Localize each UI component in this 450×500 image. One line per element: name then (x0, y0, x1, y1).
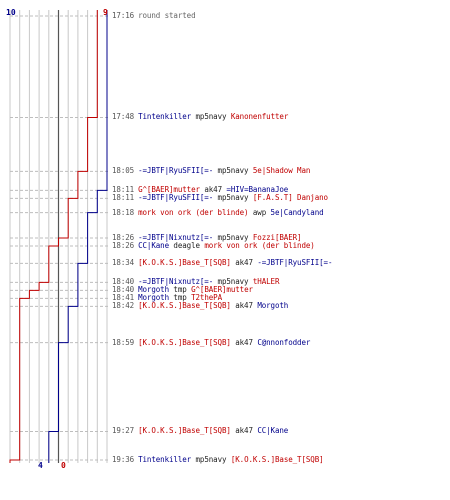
event-time: 18:11 (112, 185, 135, 195)
weapon-name: mp5navy (191, 455, 231, 464)
event-row: 19:36 Tintenkiller mp5navy [K.O.K.S.]Base… (112, 455, 324, 464)
event-row: 18:40 -=JBTF|Nixnutz[=- mp5navy tHALER (112, 277, 279, 286)
red-team-alive-line (9, 10, 98, 463)
killer-name: -=JBTF|RyuSFII[=- (138, 166, 214, 176)
event-time: 19:36 (112, 455, 135, 464)
event-text: round started (138, 11, 196, 20)
killer-name: [K.O.K.S.]Base_T[SQB] (138, 258, 231, 268)
weapon-name: mp5navy (213, 233, 253, 242)
killer-name: mork von ork (der blinde) (138, 207, 249, 217)
victim-name: 5e|Shadow Man (252, 166, 311, 176)
weapon-name: awp (248, 207, 271, 217)
weapon-name: tmp (169, 293, 192, 303)
event-row: 18:41 Morgoth tmp T2thePA (112, 293, 222, 302)
killer-name: Tintenkiller (138, 455, 192, 464)
killer-name: Tintenkiller (138, 112, 192, 122)
event-time: 18:40 (112, 277, 135, 287)
red-start-count: 9 (103, 8, 108, 17)
event-row: 18:05 -=JBTF|RyuSFII[=- mp5navy 5e|Shadow… (112, 166, 310, 175)
killer-name: -=JBTF|RyuSFII[=- (138, 193, 214, 203)
victim-name: Fozzi[BAER] (252, 233, 302, 242)
event-time: 18:34 (112, 258, 135, 268)
weapon-name: mp5navy (213, 193, 253, 203)
blue-team-alive-line (48, 10, 108, 463)
event-row: 18:59 [K.O.K.S.]Base_T[SQB] ak47 C@nnonfo… (112, 338, 310, 347)
event-time: 18:18 (112, 207, 135, 217)
weapon-name: mp5navy (213, 166, 253, 176)
weapon-name: ak47 (230, 301, 258, 311)
victim-name: tHALER (252, 277, 280, 287)
event-time: 19:27 (112, 426, 135, 436)
event-row: 17:48 Tintenkiller mp5navy Kanonenfutter (112, 112, 288, 121)
weapon-name: mp5navy (191, 112, 231, 122)
event-time: 18:59 (112, 337, 135, 347)
killer-name: G^[BAER]mutter (138, 185, 200, 195)
victim-name: T2thePA (191, 293, 222, 303)
weapon-name: ak47 (230, 337, 258, 347)
victim-name: [K.O.K.S.]Base_T[SQB] (230, 455, 324, 464)
killer-name: CC|Kane (138, 241, 169, 250)
event-time: 18:26 (112, 233, 135, 242)
victim-name: Morgoth (257, 301, 289, 311)
weapon-name: ak47 (230, 426, 258, 436)
killer-name: [K.O.K.S.]Base_T[SQB] (138, 337, 231, 347)
event-time: 18:42 (112, 301, 135, 311)
victim-name: Kanonenfutter (230, 112, 289, 122)
victim-name: mork von ork (der blinde) (204, 241, 315, 250)
event-row: 18:40 Morgoth tmp G^[BAER]mutter (112, 285, 253, 294)
event-row: 18:26 -=JBTF|Nixnutz[=- mp5navy Fozzi[BAE… (112, 233, 302, 242)
event-row: 18:26 CC|Kane deagle mork von ork (der bl… (112, 241, 315, 250)
event-row: 18:11 G^[BAER]mutter ak47 =HIV=BananaJoe (112, 185, 288, 194)
killer-name: -=JBTF|Nixnutz[=- (138, 277, 214, 287)
victim-name: G^[BAER]mutter (191, 285, 253, 295)
killer-name: Morgoth (138, 285, 169, 295)
victim-name: -=JBTF|RyuSFII[=- (257, 258, 333, 268)
weapon-name: ak47 (199, 185, 227, 195)
event-time: 18:05 (112, 166, 135, 176)
killer-name: Morgoth (138, 293, 169, 303)
victim-name: C@nnonfodder (257, 337, 311, 347)
killer-name: [K.O.K.S.]Base_T[SQB] (138, 301, 231, 311)
event-time: 18:41 (112, 293, 135, 303)
event-time: 17:16 (112, 11, 135, 20)
victim-name: 5e|Candyland (270, 207, 324, 217)
victim-name: CC|Kane (257, 426, 289, 436)
event-time: 17:48 (112, 112, 135, 122)
event-row: 18:11 -=JBTF|RyuSFII[=- mp5navy [F.A.S.T]… (112, 193, 328, 202)
killer-name: [K.O.K.S.]Base_T[SQB] (138, 426, 231, 436)
weapon-name: mp5navy (213, 277, 253, 287)
weapon-name: ak47 (230, 258, 258, 268)
red-end-count: 0 (61, 461, 66, 470)
event-row: 18:18 mork von ork (der blinde) awp 5e|Ca… (112, 208, 324, 217)
event-row: 18:34 [K.O.K.S.]Base_T[SQB] ak47 -=JBTF|R… (112, 258, 332, 267)
victim-name: =HIV=BananaJoe (226, 185, 289, 195)
blue-end-count: 4 (38, 461, 43, 470)
event-dash-lines (10, 15, 108, 461)
event-time: 18:11 (112, 193, 135, 203)
event-row: 17:16 round started (112, 11, 196, 20)
victim-name: [F.A.S.T] Danjano (252, 193, 328, 203)
weapon-name: deagle (169, 241, 205, 250)
event-time: 18:26 (112, 241, 135, 250)
blue-start-count: 10 (6, 8, 16, 17)
event-time: 18:40 (112, 285, 135, 295)
event-row: 19:27 [K.O.K.S.]Base_T[SQB] ak47 CC|Kane (112, 426, 288, 435)
event-row: 18:42 [K.O.K.S.]Base_T[SQB] ak47 Morgoth (112, 301, 288, 310)
killer-name: -=JBTF|Nixnutz[=- (138, 233, 214, 242)
weapon-name: tmp (169, 285, 192, 295)
